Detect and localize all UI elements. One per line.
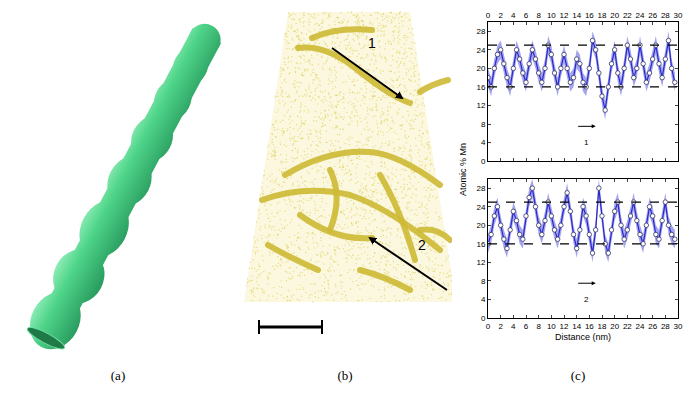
- svg-text:0: 0: [481, 157, 486, 166]
- svg-text:Distance (nm): Distance (nm): [555, 332, 611, 342]
- svg-text:18: 18: [598, 11, 607, 20]
- svg-text:4: 4: [511, 11, 516, 20]
- svg-text:24: 24: [636, 11, 645, 20]
- svg-text:16: 16: [476, 240, 485, 249]
- svg-text:12: 12: [560, 11, 569, 20]
- svg-text:16: 16: [476, 83, 485, 92]
- svg-text:20: 20: [610, 322, 619, 331]
- svg-text:26: 26: [648, 11, 657, 20]
- svg-text:16: 16: [585, 11, 594, 20]
- svg-text:22: 22: [623, 11, 632, 20]
- svg-text:2: 2: [584, 295, 589, 304]
- svg-text:(a): (a): [111, 368, 125, 383]
- svg-text:2: 2: [498, 11, 503, 20]
- svg-text:28: 28: [476, 27, 485, 36]
- svg-text:0: 0: [486, 11, 491, 20]
- svg-text:8: 8: [536, 322, 541, 331]
- svg-text:8: 8: [481, 277, 486, 286]
- svg-text:20: 20: [610, 11, 619, 20]
- svg-text:20: 20: [476, 64, 485, 73]
- svg-text:6: 6: [524, 11, 529, 20]
- svg-text:18: 18: [598, 322, 607, 331]
- svg-text:4: 4: [481, 295, 486, 304]
- svg-text:14: 14: [572, 11, 581, 20]
- svg-text:24: 24: [636, 322, 645, 331]
- svg-text:0: 0: [481, 314, 486, 323]
- svg-text:4: 4: [511, 322, 516, 331]
- svg-text:30: 30: [674, 11, 683, 20]
- svg-text:10: 10: [547, 322, 556, 331]
- svg-text:24: 24: [476, 46, 485, 55]
- svg-text:0: 0: [486, 322, 491, 331]
- svg-text:8: 8: [536, 11, 541, 20]
- svg-text:8: 8: [481, 120, 486, 129]
- svg-text:14: 14: [572, 322, 581, 331]
- svg-text:12: 12: [560, 322, 569, 331]
- svg-text:28: 28: [476, 184, 485, 193]
- svg-text:1: 1: [368, 35, 376, 51]
- svg-text:28: 28: [661, 322, 670, 331]
- svg-text:(c): (c): [571, 368, 585, 383]
- svg-text:28: 28: [661, 11, 670, 20]
- svg-text:12: 12: [476, 258, 485, 267]
- svg-text:6: 6: [524, 322, 529, 331]
- svg-text:(b): (b): [337, 368, 352, 383]
- svg-text:16: 16: [585, 322, 594, 331]
- svg-text:20: 20: [476, 221, 485, 230]
- svg-text:10: 10: [547, 11, 556, 20]
- svg-text:22: 22: [623, 322, 632, 331]
- svg-text:4: 4: [481, 138, 486, 147]
- svg-text:2: 2: [498, 322, 503, 331]
- svg-text:1: 1: [584, 138, 589, 147]
- svg-text:2: 2: [418, 237, 426, 253]
- svg-text:30: 30: [674, 322, 683, 331]
- svg-text:24: 24: [476, 203, 485, 212]
- svg-text:Atomic % Mn: Atomic % Mn: [458, 143, 468, 196]
- svg-text:12: 12: [476, 101, 485, 110]
- svg-text:26: 26: [648, 322, 657, 331]
